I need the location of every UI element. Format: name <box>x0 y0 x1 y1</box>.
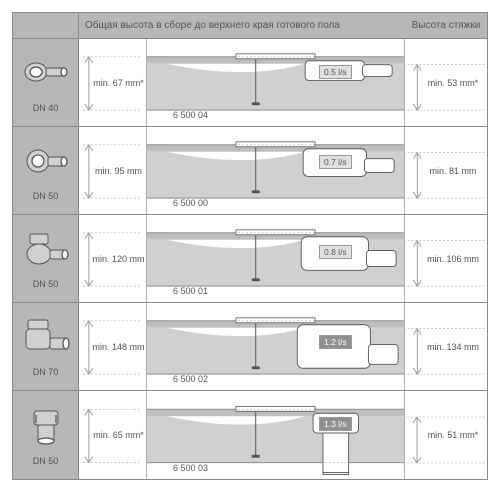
flow-badge: 1.2 l/s <box>319 335 352 349</box>
spec-table: Общая высота в сборе до верхнего края го… <box>12 12 488 480</box>
drain-icon <box>22 316 70 363</box>
drain-icon <box>22 52 70 99</box>
cross-section-cell: 1.2 l/s 6 500 02 <box>147 303 405 390</box>
drain-icon <box>22 140 70 187</box>
total-height-label: min. 95 mm <box>95 166 142 176</box>
cross-section-cell: 0.8 l/s 6 500 01 <box>147 215 405 302</box>
drain-icon-cell: DN 50 <box>13 215 79 302</box>
dn-label: DN 50 <box>33 456 59 466</box>
total-height-label: min. 148 mm <box>92 342 144 352</box>
flow-badge: 0.7 l/s <box>319 155 352 169</box>
drain-icon <box>22 405 70 452</box>
total-height-cell: min. 148 mm <box>79 303 147 390</box>
dn-label: DN 50 <box>33 191 59 201</box>
total-height-cell: min. 120 mm <box>79 215 147 302</box>
drain-icon-cell: DN 40 <box>13 39 79 126</box>
screed-height-label: min. 51 mm* <box>428 430 479 440</box>
screed-height-label: min. 134 mm <box>427 342 479 352</box>
header-row: Общая высота в сборе до верхнего края го… <box>13 13 487 39</box>
screed-height-cell: min. 81 mm <box>405 127 487 214</box>
flow-badge: 0.5 l/s <box>319 65 352 79</box>
total-height-cell: min. 65 mm* <box>79 391 147 479</box>
model-number: 6 500 02 <box>173 374 208 384</box>
total-height-cell: min. 95 mm <box>79 127 147 214</box>
screed-height-cell: min. 106 mm <box>405 215 487 302</box>
cross-section-cell: 0.7 l/s 6 500 00 <box>147 127 405 214</box>
screed-height-cell: min. 51 mm* <box>405 391 487 479</box>
total-height-label: min. 65 mm* <box>93 430 144 440</box>
drain-icon-cell: DN 50 <box>13 391 79 479</box>
spec-row: DN 50 min. 65 mm* 1.3 l/s 6 500 03 min. 5… <box>13 391 487 479</box>
cross-section-cell: 1.3 l/s 6 500 03 <box>147 391 405 479</box>
screed-height-label: min. 53 mm* <box>428 78 479 88</box>
spec-row: DN 40 min. 67 mm* 0.5 l/s 6 500 04 min. 5… <box>13 39 487 127</box>
screed-height-label: min. 81 mm <box>429 166 476 176</box>
spec-row: DN 50 min. 95 mm 0.7 l/s 6 500 00 min. 81… <box>13 127 487 215</box>
header-main: Общая высота в сборе до верхнего края го… <box>79 13 405 38</box>
header-blank <box>13 13 79 38</box>
model-number: 6 500 04 <box>173 110 208 120</box>
drain-icon-cell: DN 50 <box>13 127 79 214</box>
total-height-label: min. 120 mm <box>92 254 144 264</box>
drain-icon <box>22 228 70 275</box>
screed-height-label: min. 106 mm <box>427 254 479 264</box>
spec-row: DN 70 min. 148 mm 1.2 l/s 6 500 02 min. 1… <box>13 303 487 391</box>
screed-height-cell: min. 134 mm <box>405 303 487 390</box>
model-number: 6 500 00 <box>173 198 208 208</box>
screed-height-cell: min. 53 mm* <box>405 39 487 126</box>
spec-row: DN 50 min. 120 mm 0.8 l/s 6 500 01 min. 1… <box>13 215 487 303</box>
dn-label: DN 50 <box>33 279 59 289</box>
cross-section-cell: 0.5 l/s 6 500 04 <box>147 39 405 126</box>
model-number: 6 500 01 <box>173 286 208 296</box>
total-height-label: min. 67 mm* <box>93 78 144 88</box>
dn-label: DN 40 <box>33 103 59 113</box>
model-number: 6 500 03 <box>173 463 208 473</box>
flow-badge: 0.8 l/s <box>319 245 352 259</box>
flow-badge: 1.3 l/s <box>319 417 352 431</box>
header-right: Высота стяжки <box>405 13 487 38</box>
drain-icon-cell: DN 70 <box>13 303 79 390</box>
total-height-cell: min. 67 mm* <box>79 39 147 126</box>
dn-label: DN 70 <box>33 367 59 377</box>
